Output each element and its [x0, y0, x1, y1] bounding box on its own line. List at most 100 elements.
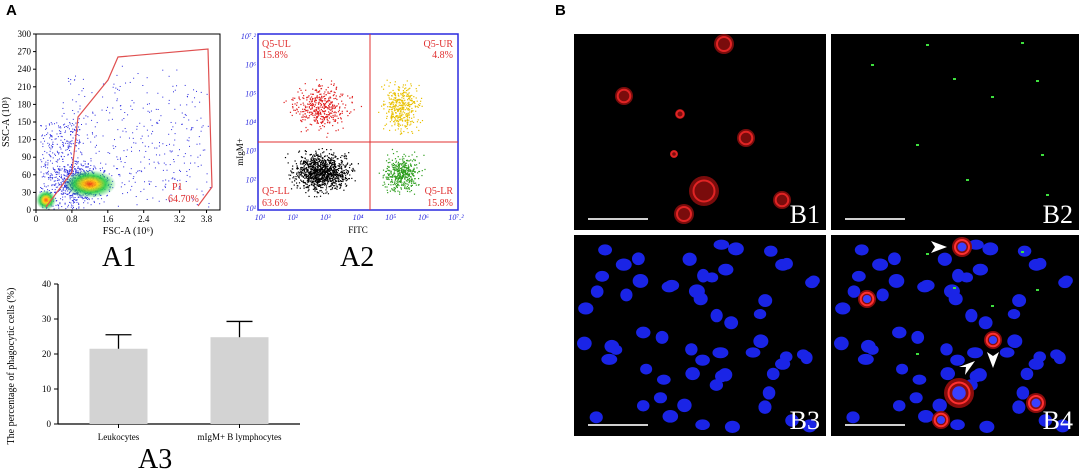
a1-event-dot [57, 165, 59, 167]
a2-dot-ll [345, 165, 347, 168]
a2-dot-ll [345, 155, 347, 157]
a2-dot-ll [324, 176, 326, 178]
a2-dot-lr [405, 159, 408, 162]
a2-dot-ul [335, 88, 337, 91]
a1-event-dot [68, 80, 70, 82]
a2-dot-ur [398, 124, 400, 126]
a2-dot-ll [311, 177, 313, 179]
a1-event-dot [115, 168, 117, 170]
a2-dot-lr [396, 185, 398, 187]
b4-arrowhead [987, 352, 999, 368]
a2-dot-ll [333, 181, 335, 183]
a1-event-dot [41, 187, 43, 189]
a2-dot-ll [340, 183, 342, 185]
a2-dot-ll [309, 177, 311, 179]
a2-dot-ll [332, 176, 335, 178]
a1-event-dot [67, 206, 69, 208]
a1-event-dot [76, 161, 78, 163]
a2-dot-ll [343, 172, 345, 174]
a2-dot-ll [310, 172, 312, 174]
a2-dot-lr [400, 171, 402, 173]
a2-dot-lr [402, 162, 404, 164]
a2-dot-ul [303, 104, 305, 106]
a1-event-dot [124, 127, 126, 129]
a2-dot-ll [310, 160, 312, 162]
a2-dot-lr [404, 178, 406, 180]
a2-dot-ur [393, 110, 396, 112]
a2-dot-ur [418, 104, 421, 107]
a2-dot-lr [404, 173, 407, 175]
a2-dot-lr [401, 172, 404, 175]
a2-x-tick-label: 10⁶ [418, 213, 429, 222]
a2-dot-ll [292, 177, 294, 179]
a2-dot-ll [316, 196, 318, 198]
a2-dot-lr [408, 173, 410, 175]
a2-dot-ll [314, 159, 316, 162]
a2-dot-ur [415, 110, 417, 112]
a2-dot-ur [411, 99, 413, 102]
a2-dot-ur [413, 101, 416, 103]
a2-dot-ll [307, 180, 309, 182]
a2-dot-ll [314, 190, 316, 192]
a1-event-dot [64, 203, 66, 205]
a1-event-dot [92, 167, 94, 169]
a2-dot-ll [300, 156, 303, 158]
a2-dot-ul [320, 122, 323, 124]
a1-event-dot [144, 167, 146, 169]
a2-dot-ul [327, 107, 329, 109]
a1-event-dot [123, 150, 125, 152]
a2-dot-ur [401, 119, 404, 121]
a1-event-dot [94, 136, 96, 138]
a2-dot-ll [312, 169, 315, 172]
a2-dot-lr [382, 184, 384, 186]
a2-dot-ul [310, 93, 312, 95]
a2-dot-ll [299, 187, 301, 189]
a2-dot-ll [330, 157, 333, 159]
a2-dot-lr [404, 163, 407, 165]
a2-dot-lr [397, 167, 400, 169]
a2-dot-ul [310, 113, 312, 116]
a2-dot-ll [292, 172, 295, 174]
a2-dot-ll [339, 176, 341, 178]
a2-x-tick-label: 10⁷.² [448, 213, 464, 222]
b4-nucleus [940, 343, 953, 356]
a1-event-dot [83, 160, 85, 162]
a1-event-dot [78, 142, 80, 144]
a2-dot-ll [328, 159, 330, 162]
a1-event-dot [55, 183, 57, 185]
a1-event-dot [163, 162, 165, 164]
a2-dot-ll [331, 171, 334, 173]
a2-dot-lr [401, 175, 404, 178]
a2-dot-ll [328, 177, 330, 180]
a1-event-dot [90, 141, 92, 143]
a2-dot-ul [347, 115, 349, 117]
a2-dot-ur [403, 104, 405, 106]
a2-dot-ll [305, 168, 307, 170]
a2-dot-ur [398, 109, 400, 111]
b1-label: B1 [789, 200, 820, 229]
a3-y-axis-label: The percentage of phagocytic cells (%) [6, 288, 17, 445]
a2-dot-ll [333, 165, 335, 167]
a1-event-dot [179, 179, 181, 181]
a1-event-dot [78, 94, 80, 96]
a2-dot-ll [328, 153, 331, 155]
a2-dot-ll [307, 177, 310, 179]
a2-dot-ll [305, 175, 307, 177]
a1-event-dot [202, 194, 204, 196]
a2-dot-ll [317, 178, 319, 180]
a2-dot-ll [315, 171, 318, 173]
a1-event-dot [54, 170, 56, 172]
a2-dot-lr [412, 169, 414, 172]
a2-dot-ul [317, 115, 319, 117]
a1-event-dot [181, 112, 183, 114]
b4-arrowhead [959, 361, 975, 375]
a2-dot-ul [315, 90, 318, 92]
a2-dot-ul [283, 101, 285, 104]
a1-event-dot [40, 125, 42, 127]
a1-event-dot [47, 132, 49, 134]
a2-dot-ll [320, 186, 322, 189]
a1-event-dot [48, 190, 50, 192]
a1-event-dot [71, 200, 73, 202]
a2-dot-ll [296, 168, 299, 170]
a2-dot-lr [391, 175, 394, 177]
